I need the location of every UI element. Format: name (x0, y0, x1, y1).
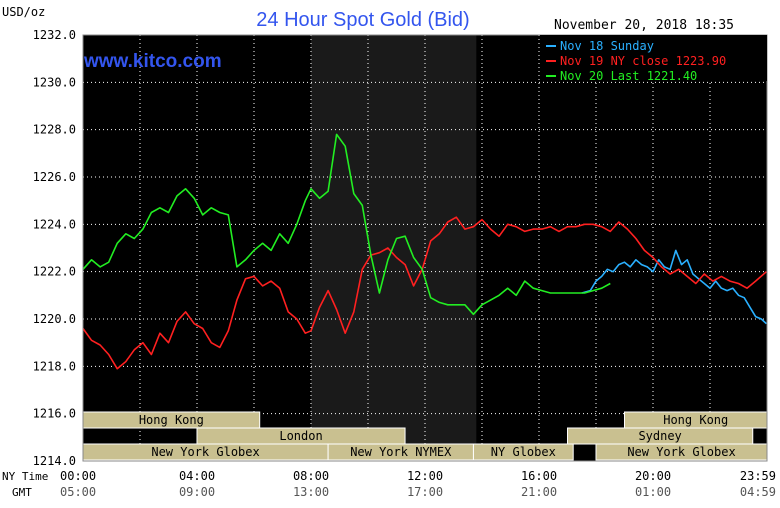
x-row-label-gmt: GMT (12, 486, 32, 499)
session-label: NY Globex (491, 445, 556, 459)
session-label: New York Globex (151, 445, 259, 459)
nymex-highlight-band (311, 35, 477, 461)
series-line-1 (581, 249, 767, 325)
x-tick-ny: 23:59 (740, 469, 776, 483)
chart-title: 24 Hour Spot Gold (Bid) (256, 9, 469, 31)
x-axis: NY Time GMT 00:00 05:00 04:00 09:00 08:00 13:00… (2, 469, 776, 499)
y-tick-label: 1220.0 (33, 312, 76, 326)
x-tick-gmt: 04:59 (740, 485, 776, 499)
legend-entry: Nov 20 Last 1221.40 (560, 69, 697, 83)
y-axis-unit-label: USD/oz (2, 5, 45, 19)
x-tick-ny: 04:00 (179, 469, 215, 483)
y-tick-label: 1232.0 (33, 28, 76, 42)
x-tick-ny: 20:00 (635, 469, 671, 483)
x-tick-gmt: 17:00 (407, 485, 443, 499)
x-tick-ny: 16:00 (521, 469, 557, 483)
kitco-watermark: www.kitco.com (83, 51, 222, 72)
y-tick-label: 1226.0 (33, 170, 76, 184)
y-tick-label: 1214.0 (33, 454, 76, 468)
legend-entry: Nov 18 Sunday (560, 39, 654, 53)
x-tick-ny: 12:00 (407, 469, 443, 483)
timestamp: November 20, 2018 18:35 (554, 18, 734, 33)
x-tick-gmt: 09:00 (179, 485, 215, 499)
session-label: Hong Kong (663, 413, 728, 427)
market-sessions: Hong Kong London New York Globex New York N… (82, 411, 768, 461)
session-label: London (279, 429, 322, 443)
y-tick-label: 1218.0 (33, 359, 76, 373)
y-tick-label: 1224.0 (33, 217, 76, 231)
session-label: New York Globex (627, 445, 735, 459)
x-tick-ny: 00:00 (60, 469, 96, 483)
plot-frame (82, 34, 768, 462)
session-label: New York NYMEX (350, 445, 452, 459)
x-row-label-ny: NY Time (2, 470, 48, 483)
legend-box (540, 35, 767, 81)
legend-entry: Nov 19 NY close 1223.90 (560, 54, 726, 68)
y-tick-label: 1228.0 (33, 123, 76, 137)
x-tick-gmt: 21:00 (521, 485, 557, 499)
plot-border (82, 34, 768, 462)
y-axis: 1232.0 1230.0 1228.0 1226.0 1224.0 1222.0 1220… (33, 28, 76, 468)
y-tick-label: 1222.0 (33, 265, 76, 279)
x-tick-ny: 08:00 (293, 469, 329, 483)
session-label: Hong Kong (139, 413, 204, 427)
x-tick-gmt: 13:00 (293, 485, 329, 499)
x-tick-gmt: 05:00 (60, 485, 96, 499)
session-label: Sydney (638, 429, 681, 443)
y-tick-label: 1216.0 (33, 407, 76, 421)
series-line-3 (82, 133, 611, 316)
session-box (472, 443, 574, 461)
series-lines (82, 133, 767, 370)
y-tick-label: 1230.0 (33, 75, 76, 89)
x-tick-gmt: 01:00 (635, 485, 671, 499)
